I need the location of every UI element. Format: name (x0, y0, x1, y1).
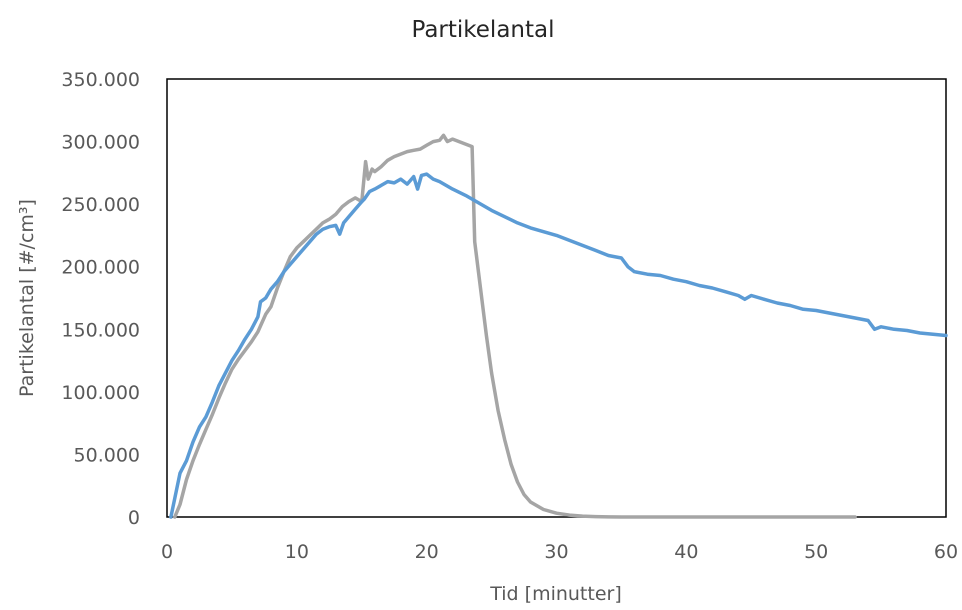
plot-area (166, 78, 947, 518)
y-tick-label: 200.000 (61, 257, 140, 279)
series-line-2 (173, 133, 857, 519)
y-tick-label: 100.000 (61, 382, 140, 404)
x-axis-ticks: 0 10 20 30 40 50 60 (161, 541, 958, 563)
y-tick-label: 0 (128, 507, 140, 529)
series-layer (169, 133, 948, 519)
x-tick-label: 60 (934, 541, 958, 563)
y-axis-title: Partikelantal [#/cm³] (16, 199, 38, 397)
x-tick-label: 10 (285, 541, 309, 563)
series-line-1 (169, 172, 948, 519)
x-axis-title: Tid [minutter] (489, 583, 622, 605)
y-tick-label: 300.000 (61, 132, 140, 154)
y-axis-ticks: 0 50.000 100.000 150.000 200.000 250.000 300.0… (61, 69, 140, 529)
y-tick-label: 150.000 (61, 319, 140, 341)
x-tick-label: 0 (161, 541, 173, 563)
x-tick-label: 30 (544, 541, 568, 563)
y-tick-label: 350.000 (61, 69, 140, 91)
y-tick-label: 50.000 (74, 444, 140, 466)
x-tick-label: 20 (415, 541, 439, 563)
y-tick-label: 250.000 (61, 194, 140, 216)
x-tick-label: 50 (804, 541, 828, 563)
chart-title: Partikelantal (411, 17, 554, 43)
x-tick-label: 40 (674, 541, 698, 563)
